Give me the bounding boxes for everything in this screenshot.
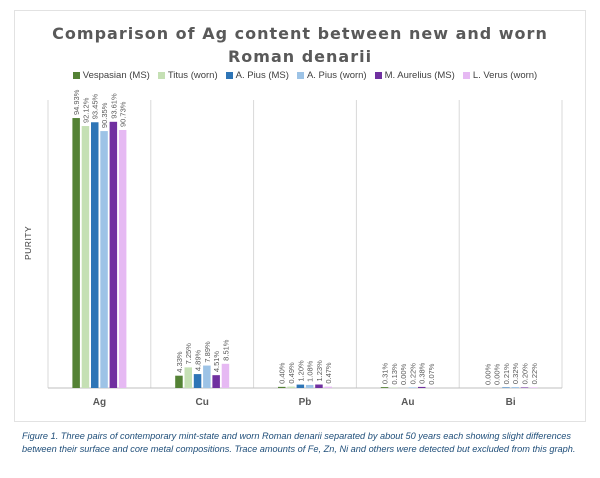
legend-swatch [296, 72, 304, 79]
data-label: 1.23% [315, 360, 324, 382]
chart-legend: Vespasian (MS) Titus (worn) A. Pius (MS) A.… [40, 70, 570, 81]
category-tick-label: Au [401, 397, 414, 408]
data-label: 90.73% [119, 101, 128, 127]
bar [502, 387, 510, 388]
legend-item: Titus (worn) [157, 70, 218, 81]
data-label: 4.51% [212, 351, 221, 373]
bar [221, 363, 230, 388]
data-label: 0.20% [521, 363, 530, 385]
legend-label: M. Aurelius (MS) [384, 70, 455, 81]
data-label: 0.21% [502, 363, 511, 385]
bar [305, 384, 314, 388]
data-label: 0.32% [511, 362, 520, 384]
legend-swatch [157, 72, 165, 79]
bar [100, 131, 108, 388]
legend-item: Vespasian (MS) [72, 70, 150, 81]
bar [193, 374, 202, 388]
legend-label: A. Pius (worn) [306, 70, 367, 81]
data-label: 0.00% [493, 363, 502, 385]
data-label: 0.22% [408, 363, 417, 385]
bar [287, 386, 295, 388]
legend-swatch [374, 72, 382, 79]
data-label: 1.08% [306, 360, 315, 382]
data-label: 90.35% [100, 102, 109, 128]
bar [72, 118, 80, 388]
legend-swatch [225, 72, 233, 79]
bar [278, 386, 286, 388]
bar [184, 367, 192, 388]
bar [91, 122, 99, 389]
data-label: 0.00% [399, 363, 408, 385]
category-tick-label: Bi [506, 397, 516, 408]
data-label: 8.51% [221, 339, 230, 361]
data-label: 0.40% [278, 362, 287, 384]
data-label: 0.13% [390, 363, 399, 385]
legend-label: Vespasian (MS) [82, 70, 150, 81]
legend-swatch [462, 72, 470, 79]
data-label: 93.61% [109, 93, 118, 119]
data-label: 4.33% [175, 351, 184, 373]
bar [530, 387, 538, 388]
data-label: 1.20% [296, 360, 305, 382]
legend-item: A. Pius (MS) [225, 70, 289, 81]
bar [408, 387, 417, 388]
bar [212, 375, 220, 388]
data-label: 0.31% [381, 363, 390, 385]
bar [118, 129, 127, 388]
bar [418, 386, 426, 388]
bar [81, 126, 90, 388]
legend-label: A. Pius (MS) [235, 70, 289, 81]
bar [315, 384, 323, 388]
bar [380, 387, 389, 388]
data-label: 0.07% [427, 363, 436, 385]
bar [520, 387, 529, 388]
bar [324, 386, 332, 388]
legend-label: Titus (worn) [167, 70, 218, 81]
data-label: 92.12% [81, 97, 90, 123]
bar [511, 387, 519, 388]
legend-item: L. Verus (worn) [462, 70, 538, 81]
legend-swatch [72, 72, 80, 79]
figure-caption: Figure 1. Three pairs of contemporary mi… [22, 431, 576, 454]
legend-label: L. Verus (worn) [472, 70, 538, 81]
data-label: 93.45% [91, 93, 100, 119]
chart-title: Comparison of Ag content between new and… [52, 24, 548, 66]
data-label: 7.25% [184, 343, 193, 365]
data-label: 0.38% [418, 362, 427, 384]
data-label: 7.89% [203, 341, 212, 363]
bar [109, 121, 118, 388]
bar [203, 365, 211, 388]
category-tick-label: Cu [196, 397, 209, 408]
data-label: 0.47% [324, 362, 333, 384]
bar [296, 384, 305, 388]
data-label: 0.22% [530, 363, 539, 385]
data-label: 94.93% [72, 89, 81, 115]
category-tick-label: Ag [93, 397, 106, 408]
legend-item: A. Pius (worn) [296, 70, 367, 81]
bar [175, 375, 183, 388]
data-label: 0.49% [287, 362, 296, 384]
category-tick-label: Pb [299, 397, 312, 408]
legend-item: M. Aurelius (MS) [374, 70, 455, 81]
data-label: 4.89% [194, 349, 203, 371]
data-label: 0.00% [483, 363, 492, 385]
